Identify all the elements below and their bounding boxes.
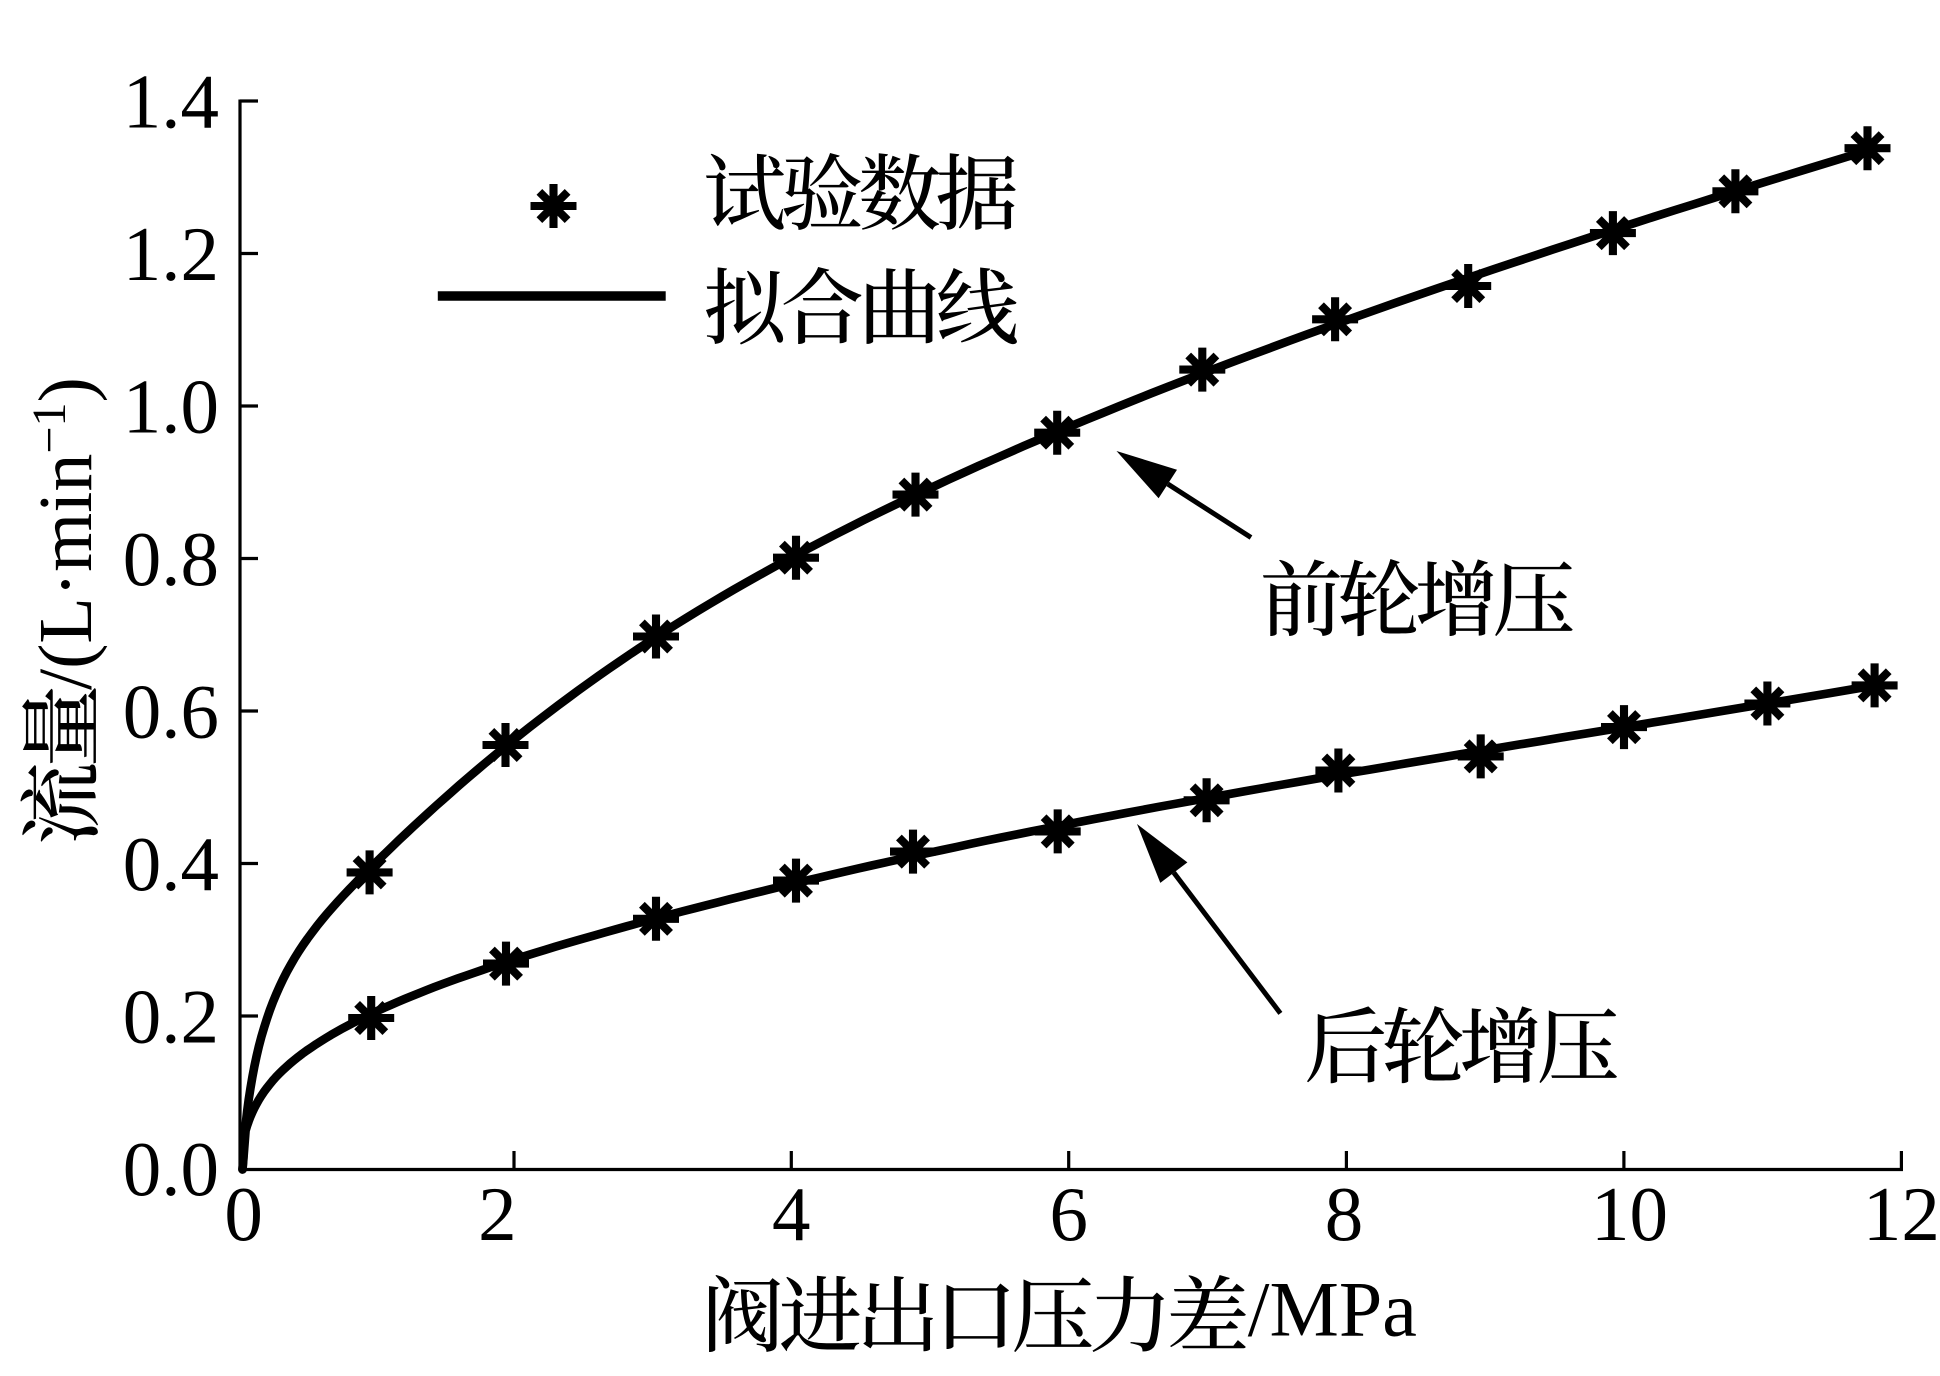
svg-text:8: 8 [1325,1171,1364,1257]
svg-text:12: 12 [1863,1171,1940,1257]
svg-text:1.4: 1.4 [123,59,219,145]
svg-text:0.8: 0.8 [123,516,219,602]
svg-text:2: 2 [478,1171,517,1257]
svg-text:/MPa: /MPa [1248,1265,1417,1352]
svg-text:0.0: 0.0 [123,1126,219,1212]
svg-text:0: 0 [224,1171,263,1257]
svg-text:1.0: 1.0 [123,364,219,450]
svg-text:6: 6 [1049,1171,1088,1257]
svg-text:0.6: 0.6 [123,669,219,755]
svg-text:0.2: 0.2 [123,974,219,1060]
svg-text:0.4: 0.4 [123,821,219,907]
svg-text:10: 10 [1591,1171,1668,1257]
svg-text:1.2: 1.2 [123,211,219,297]
svg-text:4: 4 [772,1171,811,1257]
